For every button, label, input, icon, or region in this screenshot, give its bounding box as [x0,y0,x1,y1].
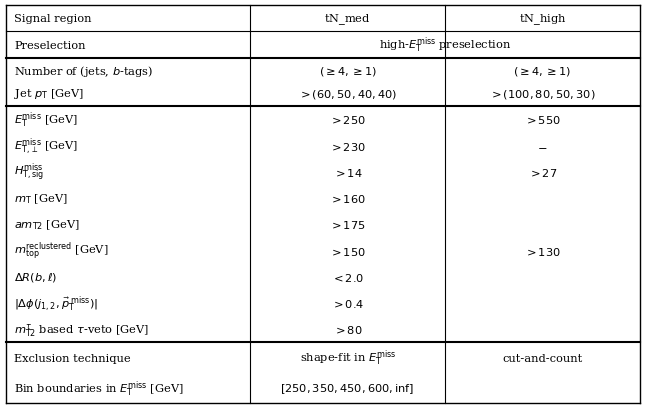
Text: $-$: $-$ [537,141,548,151]
Text: $> 175$: $> 175$ [329,219,366,231]
Text: $\Delta R(b, \ell)$: $\Delta R(b, \ell)$ [14,271,57,284]
Text: $(\geq 4, \geq 1)$: $(\geq 4, \geq 1)$ [514,65,572,78]
Text: $> 0.4$: $> 0.4$ [331,297,364,309]
Text: Number of (jets, $b$-tags): Number of (jets, $b$-tags) [14,64,154,79]
Text: $(\geq 4, \geq 1)$: $(\geq 4, \geq 1)$ [318,65,377,78]
Text: $H_{\mathrm{T,sig}}^{\mathrm{miss}}$: $H_{\mathrm{T,sig}}^{\mathrm{miss}}$ [14,161,45,184]
Text: Signal region: Signal region [14,14,92,24]
Text: $> 150$: $> 150$ [329,245,366,257]
Text: Preselection: Preselection [14,40,86,50]
Text: $> 130$: $> 130$ [524,245,561,257]
Text: Jet $p_{\mathrm{T}}$ [GeV]: Jet $p_{\mathrm{T}}$ [GeV] [14,87,85,101]
Text: $m_{\mathrm{top}}^{\mathrm{reclustered}}$ [GeV]: $m_{\mathrm{top}}^{\mathrm{reclustered}}… [14,240,109,262]
Text: $> (60, 50, 40, 40)$: $> (60, 50, 40, 40)$ [298,88,397,100]
Text: $> 80$: $> 80$ [333,324,362,335]
Text: tN$\_$med: tN$\_$med [324,12,371,27]
Text: $> 230$: $> 230$ [329,140,366,152]
Text: $> 27$: $> 27$ [528,166,557,178]
Text: $am_{\mathrm{T2}}$ [GeV]: $am_{\mathrm{T2}}$ [GeV] [14,218,80,231]
Text: $> 160$: $> 160$ [329,193,366,204]
Text: $> (100, 80, 50, 30)$: $> (100, 80, 50, 30)$ [489,88,596,100]
Text: $> 14$: $> 14$ [333,166,362,178]
Text: cut-and-count: cut-and-count [502,353,583,363]
Text: $m_{\mathrm{T}}$ [GeV]: $m_{\mathrm{T}}$ [GeV] [14,192,68,205]
Text: shape-fit in $E_{\mathrm{T}}^{\mathrm{miss}}$: shape-fit in $E_{\mathrm{T}}^{\mathrm{mi… [300,348,396,367]
Text: Exclusion technique: Exclusion technique [14,353,131,363]
Text: $|\Delta\phi(j_{1,2}, \vec{p}_{\mathrm{T}}^{\;\mathrm{miss}})|$: $|\Delta\phi(j_{1,2}, \vec{p}_{\mathrm{T… [14,294,98,313]
Text: $< 2.0$: $< 2.0$ [331,271,364,283]
Text: $> 550$: $> 550$ [524,114,561,126]
Text: $[250, 350, 450, 600, \mathrm{inf}]$: $[250, 350, 450, 600, \mathrm{inf}]$ [280,381,415,395]
Text: $E_{\mathrm{T}}^{\mathrm{miss}}$ [GeV]: $E_{\mathrm{T}}^{\mathrm{miss}}$ [GeV] [14,110,78,130]
Text: tN$\_$high: tN$\_$high [519,12,566,27]
Text: $m_{\mathrm{T2}}^{\tau}$ based $\tau$-veto [GeV]: $m_{\mathrm{T2}}^{\tau}$ based $\tau$-ve… [14,321,149,338]
Text: $E_{\mathrm{T},\perp}^{\mathrm{miss}}$ [GeV]: $E_{\mathrm{T},\perp}^{\mathrm{miss}}$ [… [14,136,78,157]
Text: high-$E_{\mathrm{T}}^{\mathrm{miss}}$ preselection: high-$E_{\mathrm{T}}^{\mathrm{miss}}$ pr… [379,36,511,55]
Text: $> 250$: $> 250$ [329,114,366,126]
Text: Bin boundaries in $E_{\mathrm{T}}^{\mathrm{miss}}$ [GeV]: Bin boundaries in $E_{\mathrm{T}}^{\math… [14,378,184,398]
